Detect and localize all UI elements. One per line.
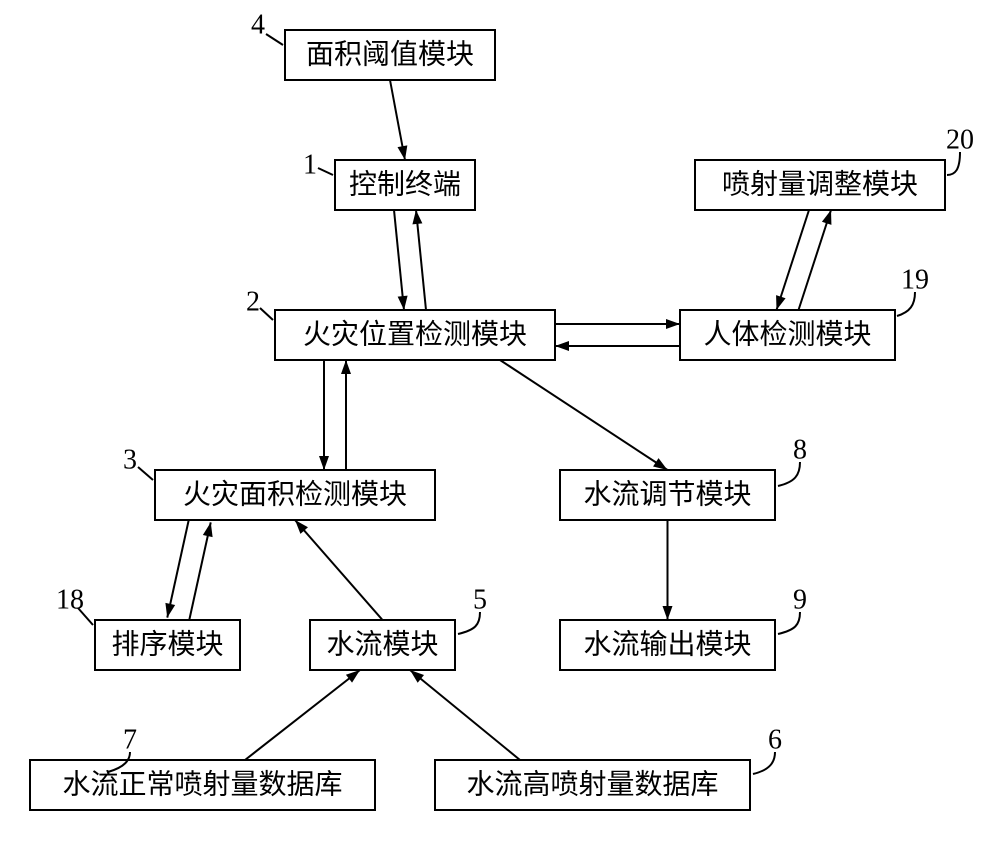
number-label-l20: 20 bbox=[946, 125, 974, 156]
number-label-l7: 7 bbox=[123, 725, 137, 756]
number-label-l9: 9 bbox=[793, 585, 807, 616]
node-label-n1: 控制终端 bbox=[349, 169, 461, 201]
node-label-n5: 水流模块 bbox=[326, 629, 438, 661]
number-label-l3: 3 bbox=[123, 445, 137, 476]
node-label-n4: 面积阈值模块 bbox=[306, 39, 474, 71]
node-label-n19: 人体检测模块 bbox=[703, 319, 871, 351]
number-label-l5: 5 bbox=[473, 585, 487, 616]
node-label-n3: 火灾面积检测模块 bbox=[183, 479, 407, 511]
number-label-l8: 8 bbox=[793, 435, 807, 466]
number-label-l6: 6 bbox=[768, 725, 782, 756]
node-label-n7: 水流正常喷射量数据库 bbox=[62, 769, 342, 801]
node-label-n8: 水流调节模块 bbox=[583, 479, 751, 511]
number-label-l1: 1 bbox=[303, 150, 317, 181]
node-label-n6: 水流高喷射量数据库 bbox=[466, 769, 718, 801]
node-label-n2: 火灾位置检测模块 bbox=[303, 319, 527, 351]
number-label-l2: 2 bbox=[246, 287, 260, 318]
flowchart: 面积阈值模块控制终端喷射量调整模块火灾位置检测模块人体检测模块火灾面积检测模块水… bbox=[0, 0, 1000, 860]
node-label-n18: 排序模块 bbox=[111, 629, 223, 661]
number-label-l4: 4 bbox=[251, 10, 265, 41]
node-label-n20: 喷射量调整模块 bbox=[722, 169, 918, 201]
node-label-n9: 水流输出模块 bbox=[583, 629, 751, 661]
number-label-l19: 19 bbox=[901, 265, 929, 296]
